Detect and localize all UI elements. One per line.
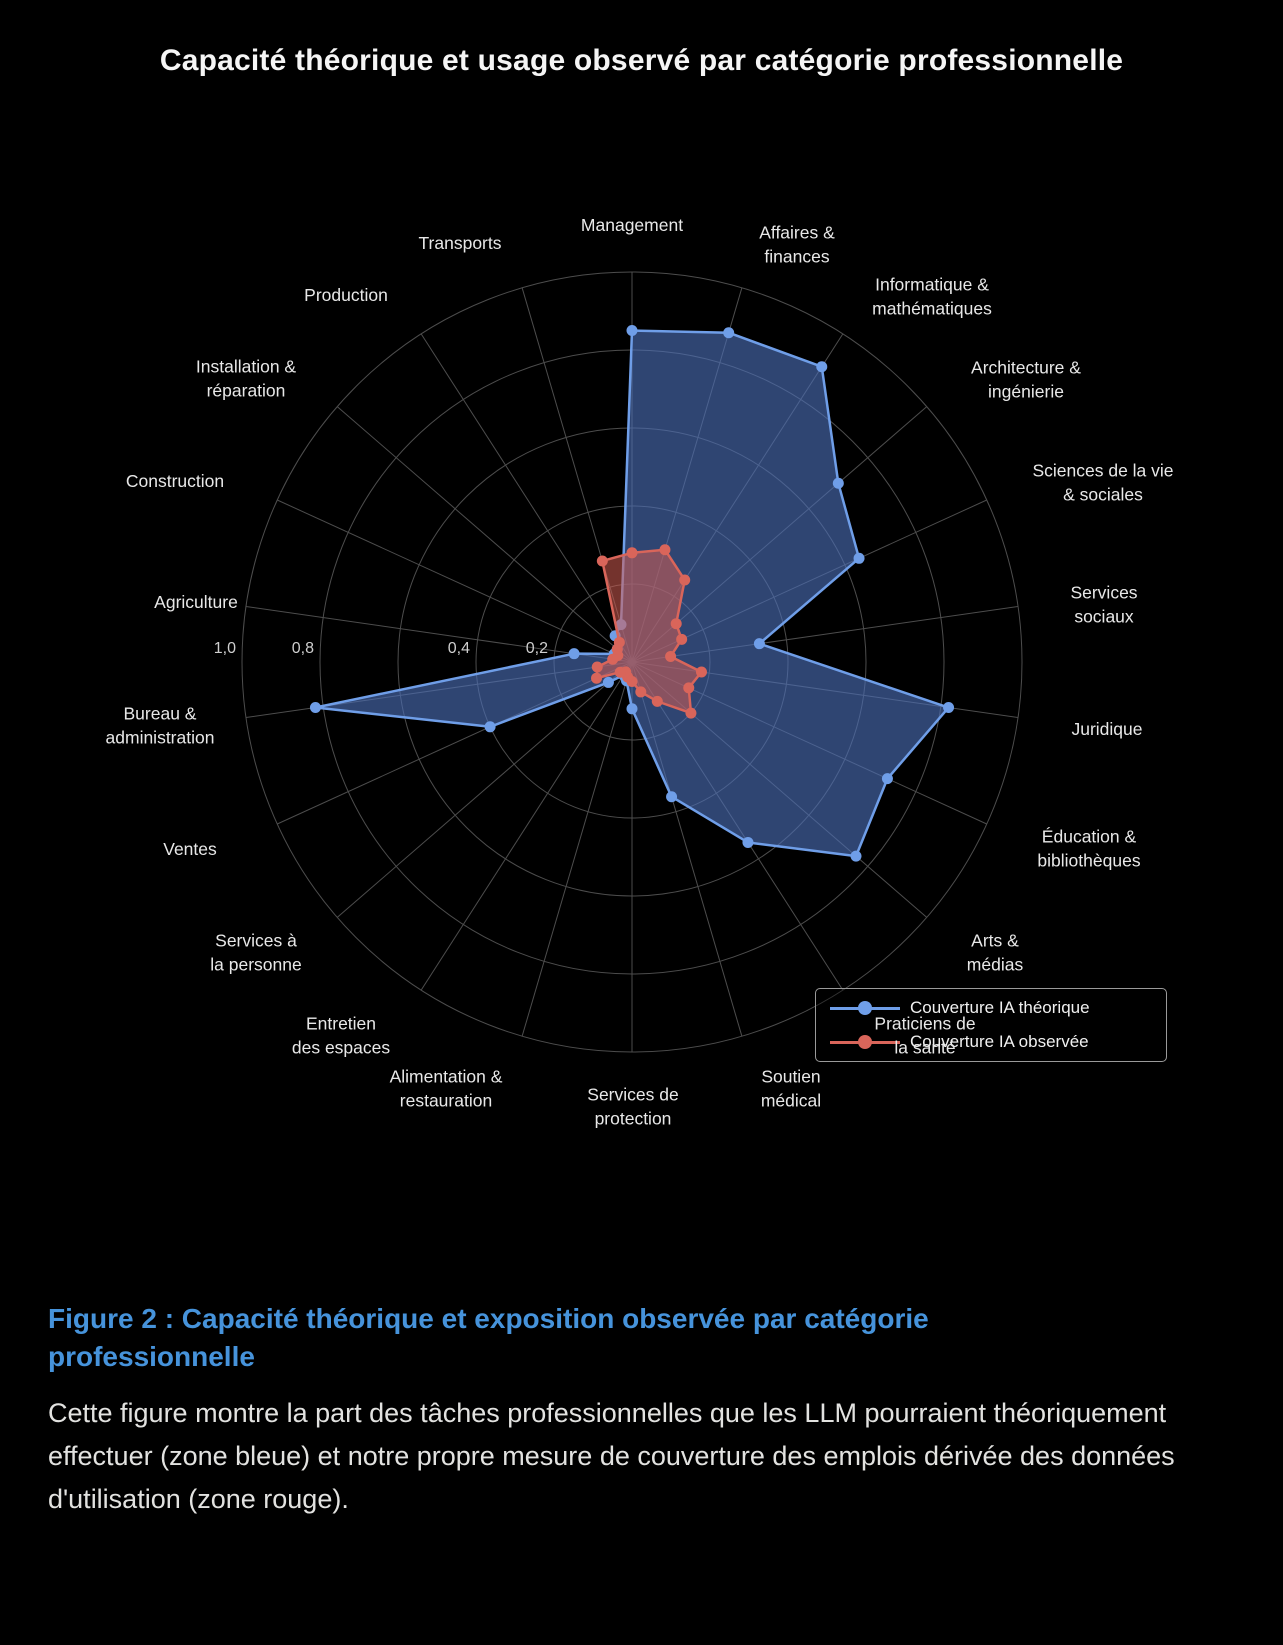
category-label-entretien-espaces: Entretien des espaces [291, 1013, 391, 1057]
category-label-services-personne: Services à la personne [210, 930, 302, 974]
category-label-installation-reparation: Installation & réparation [195, 356, 297, 400]
category-label-sciences-vie-sociales: Sciences de la vie & sociales [1032, 460, 1174, 504]
category-label-construction: Construction [125, 471, 225, 492]
radial-tick-0-8: 0,8 [291, 640, 314, 657]
legend-item-couverture-theorique[interactable]: Couverture IA théorique [816, 994, 1166, 1022]
category-label-ventes: Ventes [163, 839, 217, 860]
category-label-alimentation-restauration: Alimentation & restauration [389, 1066, 503, 1110]
category-label-transports: Transports [418, 233, 502, 254]
category-label-soutien-medical: Soutien médical [760, 1066, 822, 1110]
category-label-praticiens-sante: Praticiens de la santé [874, 1013, 976, 1057]
category-label-architecture-ingenierie: Architecture & ingénierie [971, 357, 1081, 401]
category-label-arts-medias: Arts & médias [966, 930, 1024, 974]
blue-series-marker-icon [830, 1000, 900, 1016]
category-label-agriculture: Agriculture [154, 592, 238, 613]
radial-tick-0-4: 0,4 [447, 640, 470, 657]
legend-item-label: Couverture IA observée [910, 1032, 1089, 1051]
radial-tick-0-2: 0,2 [525, 640, 548, 657]
category-label-informatique-mathematiques: Informatique & mathématiques [872, 274, 992, 318]
category-label-management: Management [580, 215, 684, 236]
page-title: Capacité théorique et usage observé par … [159, 44, 1124, 77]
figure-caption-body: Cette figure montre la part des tâches p… [48, 1398, 1175, 1515]
category-label-juridique: Juridique [1071, 719, 1143, 740]
figure-caption-heading: Figure 2 : Capacité théorique et exposit… [48, 1303, 929, 1372]
category-label-services-protection: Services de protection [587, 1084, 679, 1128]
legend-item-label: Couverture IA théorique [910, 998, 1090, 1017]
category-label-production: Production [304, 285, 388, 306]
red-series-marker-icon [830, 1034, 900, 1050]
category-label-services-sociaux: Services sociaux [1070, 582, 1138, 626]
radial-tick-1-0: 1,0 [213, 640, 236, 657]
category-label-affaires-finances: Affaires & finances [759, 222, 835, 266]
legend-item-couverture-observee[interactable]: Couverture IA observée [816, 1028, 1166, 1056]
legend: Couverture IA théorique Couverture IA ob… [815, 988, 1167, 1062]
category-label-education-bibliotheques: Éducation & bibliothèques [1037, 826, 1141, 870]
category-label-bureau-administration: Bureau & administration [105, 703, 215, 747]
